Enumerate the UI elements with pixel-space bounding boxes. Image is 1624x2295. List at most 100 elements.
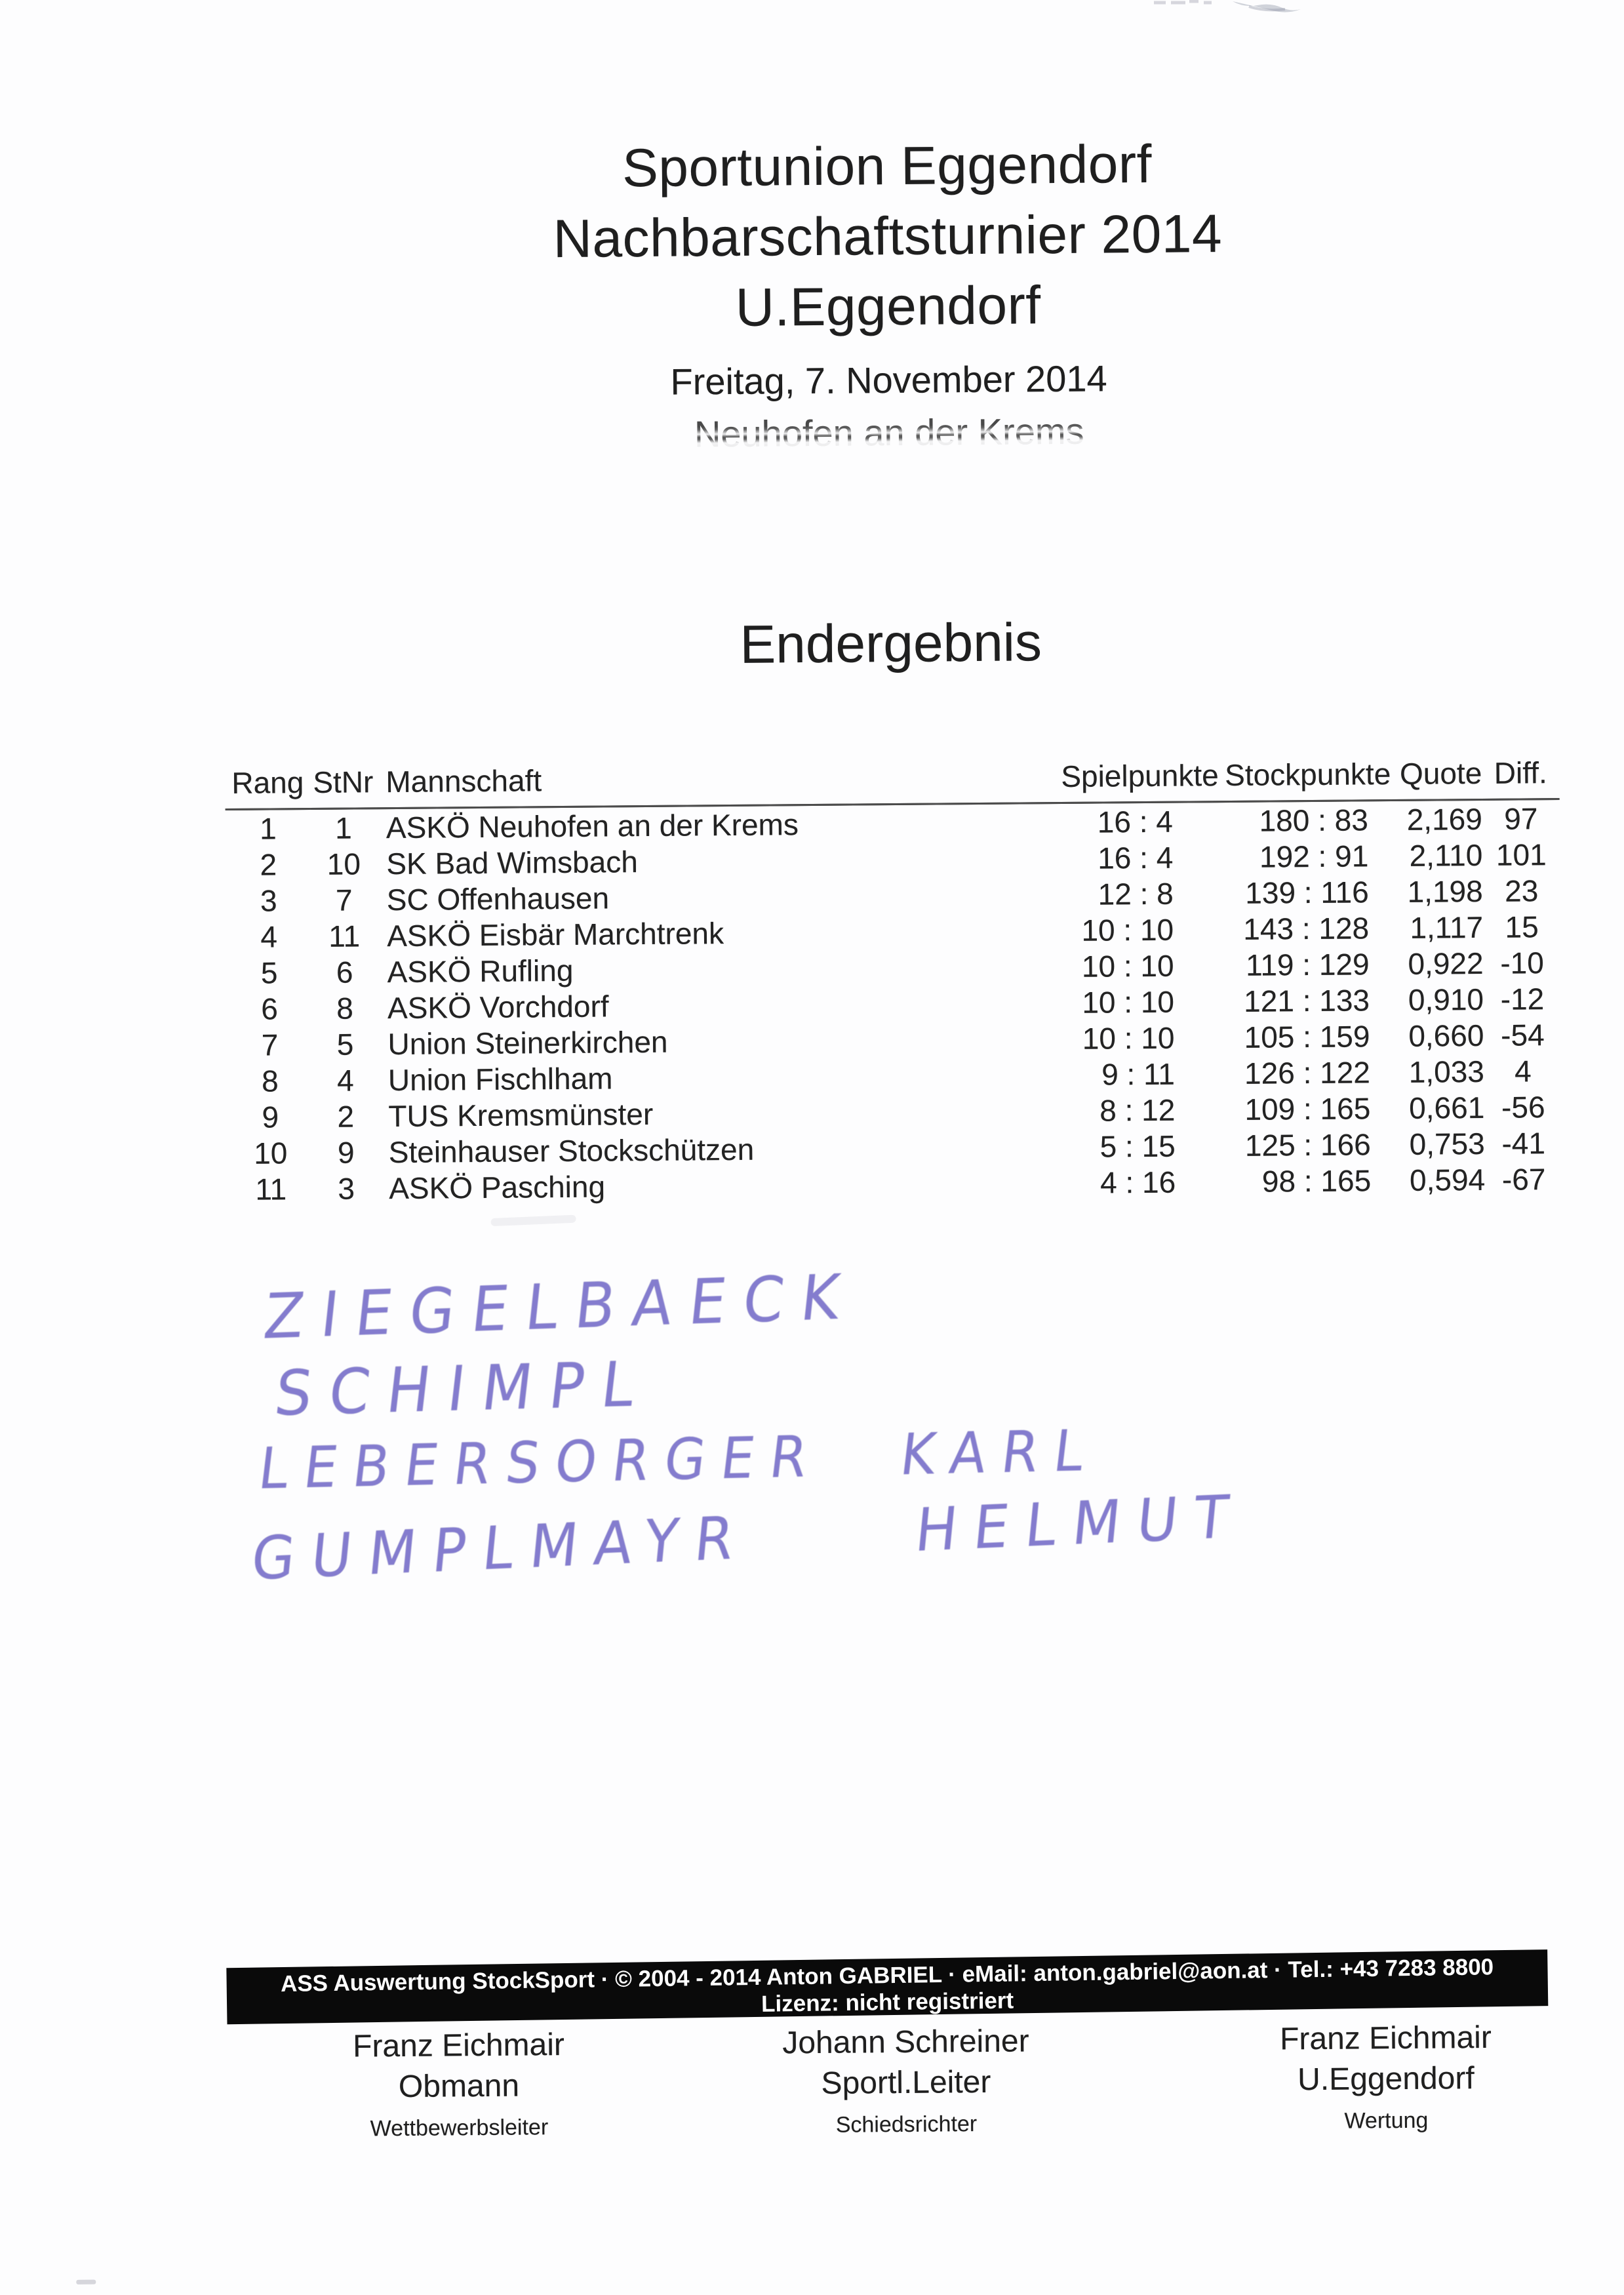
cell-spielpunkte: 16 : 4 — [1097, 840, 1174, 875]
cell-rang: 7 — [261, 1027, 279, 1062]
cell-diff: -67 — [1501, 1161, 1546, 1197]
cell-rang: 6 — [261, 991, 279, 1026]
cell-rang: 2 — [260, 847, 277, 882]
section-title-endergebnis: Endergebnis — [740, 612, 1042, 675]
cell-mannschaft: Union Fischlham — [387, 1060, 613, 1097]
cell-quote: 2,169 — [1406, 801, 1483, 837]
cell-rang: 3 — [260, 883, 277, 918]
cell-mannschaft: Steinhauser Stockschützen — [388, 1132, 755, 1169]
cell-diff: -10 — [1500, 945, 1545, 980]
cell-spielpunkte: 10 : 10 — [1082, 984, 1175, 1020]
cell-diff: 15 — [1505, 909, 1539, 944]
cell-stockpunkte: 126 : 122 — [1244, 1054, 1371, 1090]
cell-quote: 0,922 — [1408, 946, 1484, 981]
col-header-diff: Diff. — [1494, 755, 1547, 790]
cell-stockpunkte: 125 : 166 — [1244, 1127, 1371, 1163]
cell-diff: 97 — [1504, 801, 1538, 836]
cell-spielpunkte: 10 : 10 — [1081, 912, 1174, 948]
cell-diff: 4 — [1514, 1053, 1532, 1088]
cell-diff: -54 — [1500, 1017, 1545, 1052]
cell-spielpunkte: 10 : 10 — [1081, 948, 1174, 984]
cell-mannschaft: ASKÖ Neuhofen an der Krems — [386, 807, 799, 845]
cell-stnr: 2 — [337, 1098, 355, 1134]
host-club-title: U.Eggendorf — [735, 275, 1041, 338]
cell-stockpunkte: 119 : 129 — [1245, 946, 1370, 982]
signature-block-center: Johann Schreiner Sportl.Leiter Schiedsri… — [782, 2024, 1030, 2138]
cell-rang: 8 — [261, 1063, 279, 1098]
cell-diff: -56 — [1501, 1089, 1545, 1125]
cell-spielpunkte: 16 : 4 — [1097, 804, 1174, 839]
cell-stnr: 5 — [336, 1026, 354, 1062]
event-date: Freitag, 7. November 2014 — [670, 357, 1107, 403]
license-bar: ASS Auswertung StockSport · © 2004 - 201… — [226, 1949, 1549, 2025]
cell-spielpunkte: 8 : 12 — [1099, 1092, 1176, 1128]
cell-mannschaft: ASKÖ Eisbär Marchtrenk — [386, 915, 724, 953]
cell-mannschaft: ASKÖ Pasching — [389, 1168, 606, 1205]
cell-stockpunkte: 121 : 133 — [1243, 982, 1370, 1018]
cell-stnr: 1 — [334, 810, 352, 845]
cell-diff: 23 — [1504, 873, 1539, 908]
col-header-stockpunkte: Stockpunkte — [1224, 757, 1391, 793]
cell-diff: -12 — [1500, 981, 1545, 1016]
cell-stnr: 11 — [328, 918, 361, 953]
handwritten-name-line: LEBERSORGER KARL — [255, 1417, 1103, 1502]
cell-quote: 1,117 — [1410, 909, 1484, 945]
org-title: Sportunion Eggendorf — [622, 134, 1153, 199]
cell-stockpunkte: 180 : 83 — [1259, 802, 1369, 838]
signature-name: Johann Schreiner — [782, 2024, 1029, 2061]
signature-block-right: Franz Eichmair U.Eggendorf Wertung — [1279, 2020, 1492, 2134]
cell-quote: 0,661 — [1408, 1090, 1485, 1125]
cell-rang: 9 — [262, 1099, 279, 1134]
signature-role: U.Eggendorf — [1297, 2061, 1475, 2098]
cell-quote: 0,910 — [1408, 982, 1484, 1017]
cell-mannschaft: SK Bad Wimsbach — [386, 844, 639, 881]
cell-stnr: 9 — [337, 1134, 355, 1170]
cell-quote: 1,033 — [1408, 1054, 1485, 1089]
cell-spielpunkte: 4 : 16 — [1099, 1165, 1176, 1200]
cell-mannschaft: ASKÖ Vorchdorf — [387, 988, 609, 1025]
scan-smudge-top-icon — [1154, 0, 1301, 12]
cell-stockpunkte: 98 : 165 — [1261, 1163, 1372, 1199]
signature-role: Sportl.Leiter — [821, 2064, 991, 2101]
cell-rang: 11 — [255, 1171, 287, 1207]
tournament-title: Nachbarschaftsturnier 2014 — [553, 204, 1223, 269]
cell-stnr: 3 — [338, 1170, 355, 1206]
cell-mannschaft: ASKÖ Rufling — [387, 953, 574, 989]
cell-mannschaft: Union Steinerkirchen — [387, 1024, 668, 1061]
col-header-quote: Quote — [1399, 755, 1482, 791]
col-header-mannschaft: Mannschaft — [386, 763, 542, 799]
cell-stnr: 6 — [336, 955, 353, 989]
cell-mannschaft: SC Offenhausen — [386, 880, 610, 917]
cell-rang: 5 — [260, 955, 278, 990]
signature-role: Obmann — [398, 2068, 520, 2105]
scan-mark-bottom — [76, 2279, 96, 2285]
cell-quote: 2,110 — [1409, 837, 1483, 873]
signature-name: Franz Eichmair — [1279, 2020, 1492, 2057]
event-location-faded: Neuhofen an der Krems — [694, 410, 1084, 455]
cell-stockpunkte: 143 : 128 — [1243, 910, 1370, 946]
signature-subrole: Schiedsrichter — [835, 2111, 978, 2138]
col-header-rang: Rang — [231, 765, 304, 800]
cell-quote: 0,753 — [1409, 1126, 1485, 1161]
col-header-stnr: StNr — [313, 765, 374, 799]
cell-quote: 1,198 — [1407, 873, 1483, 909]
cell-rang: 4 — [260, 919, 278, 954]
cell-stockpunkte: 105 : 159 — [1244, 1018, 1370, 1054]
cell-spielpunkte: 9 : 11 — [1101, 1056, 1176, 1092]
signature-name: Franz Eichmair — [352, 2027, 565, 2064]
cell-spielpunkte: 5 : 15 — [1099, 1128, 1176, 1164]
cell-stnr: 4 — [336, 1062, 354, 1098]
signature-block-left: Franz Eichmair Obmann Wettbewerbsleiter — [352, 2027, 565, 2142]
cell-stockpunkte: 109 : 165 — [1244, 1090, 1371, 1127]
cell-stnr: 10 — [327, 846, 361, 881]
signature-subrole: Wertung — [1344, 2107, 1429, 2134]
signature-subrole: Wettbewerbsleiter — [370, 2115, 549, 2142]
results-table: Rang StNr Mannschaft Spielpunkte Stockpu… — [225, 755, 1562, 1207]
cell-stnr: 7 — [335, 883, 353, 917]
cell-diff: 101 — [1495, 837, 1547, 872]
handwritten-name-line: SCHIMPL — [271, 1347, 656, 1430]
cell-rang: 1 — [259, 810, 277, 846]
cell-spielpunkte: 10 : 10 — [1082, 1020, 1175, 1056]
cell-spielpunkte: 12 : 8 — [1098, 876, 1174, 911]
